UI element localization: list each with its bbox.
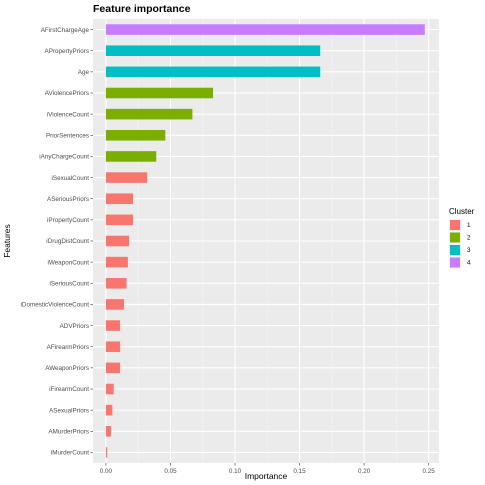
bar-AViolencePriors (105, 87, 214, 99)
y-tick-label: AFirearmPriors (47, 344, 89, 351)
bar-Age (105, 66, 321, 78)
legend-label: 4 (467, 260, 471, 267)
bar-iViolenceCount (105, 108, 193, 120)
chart-title: Feature importance (93, 3, 191, 15)
y-tick-label: iFirearmCount (49, 386, 89, 393)
legend-key-2 (450, 232, 460, 243)
bar-iMurderCount (105, 447, 108, 458)
bar-AMurderPriors (105, 426, 112, 437)
y-tick-label: iPropertyCount (47, 217, 89, 224)
bar-iFirearmCount (105, 383, 114, 395)
y-tick-label: ASeriousPriors (47, 196, 89, 203)
y-tick-label: iAnyChargeCount (39, 154, 89, 161)
y-axis-ticks: AFirstChargeAge APropertyPriors Age AViolen… (21, 27, 93, 457)
x-axis-ticks: 0.00 0.05 0.10 0.15 0.20 0.25 (100, 463, 436, 475)
grid-lines (93, 19, 439, 463)
y-tick-label: Age (78, 69, 90, 76)
legend-key-4 (450, 257, 460, 268)
y-tick-label: AWeaponPriors (45, 365, 89, 372)
y-axis-title: Features (2, 224, 12, 258)
legend-title: Cluster (449, 207, 475, 216)
y-tick-label: iWeaponCount (47, 259, 89, 266)
bar-APropertyPriors (105, 45, 321, 56)
y-tick-label: iDrugDistCount (46, 238, 89, 245)
bar-PriorSentences (105, 130, 166, 141)
legend-key-3 (450, 245, 460, 255)
x-tick-label: 0.00 (100, 468, 113, 475)
x-tick-label: 0.10 (229, 468, 242, 475)
y-tick-label: ASexualPriors (49, 407, 89, 414)
x-tick-label: 0.20 (358, 468, 371, 475)
x-axis-title: Importance (245, 471, 288, 481)
y-tick-label: iViolenceCount (47, 111, 89, 118)
bar-iDrugDistCount (105, 235, 130, 247)
bar-AFirearmPriors (105, 341, 121, 352)
x-tick-label: 0.15 (293, 468, 306, 475)
bar-ADVPriors (105, 320, 121, 331)
y-tick-label: APropertyPriors (45, 48, 89, 55)
legend: Cluster 1 2 3 4 (449, 207, 475, 269)
y-tick-label: PriorSentences (46, 132, 89, 139)
y-tick-label: AMurderPriors (48, 428, 89, 435)
bar-iWeaponCount (105, 256, 128, 268)
y-tick-label: iMurderCount (51, 450, 89, 457)
bar-AWeaponPriors (105, 362, 121, 374)
legend-key-1 (450, 220, 460, 230)
x-tick-label: 0.05 (164, 468, 177, 475)
bar-ASeriousPriors (105, 193, 134, 204)
bar-iSexualCount (105, 172, 148, 183)
y-tick-label: iSexualCount (52, 175, 90, 182)
bar-iDomesticViolenceCount (105, 299, 124, 310)
legend-label: 1 (467, 222, 471, 229)
y-tick-label: iDomesticViolenceCount (21, 302, 90, 309)
bar-iPropertyCount (105, 214, 134, 226)
bar-iSeriousCount (105, 278, 127, 289)
y-tick-label: AViolencePriors (45, 90, 89, 97)
bar-iAnyChargeCount (105, 151, 157, 162)
legend-label: 2 (467, 235, 471, 242)
x-tick-label: 0.25 (423, 468, 436, 475)
legend-label: 3 (467, 247, 471, 254)
bar-AFirstChargeAge (105, 24, 425, 35)
y-tick-label: iSeriousCount (49, 280, 89, 287)
y-tick-label: AFirstChargeAge (41, 27, 90, 34)
bars-group (105, 24, 425, 458)
bar-ASexualPriors (105, 404, 113, 416)
y-tick-label: ADVPriors (60, 323, 89, 330)
